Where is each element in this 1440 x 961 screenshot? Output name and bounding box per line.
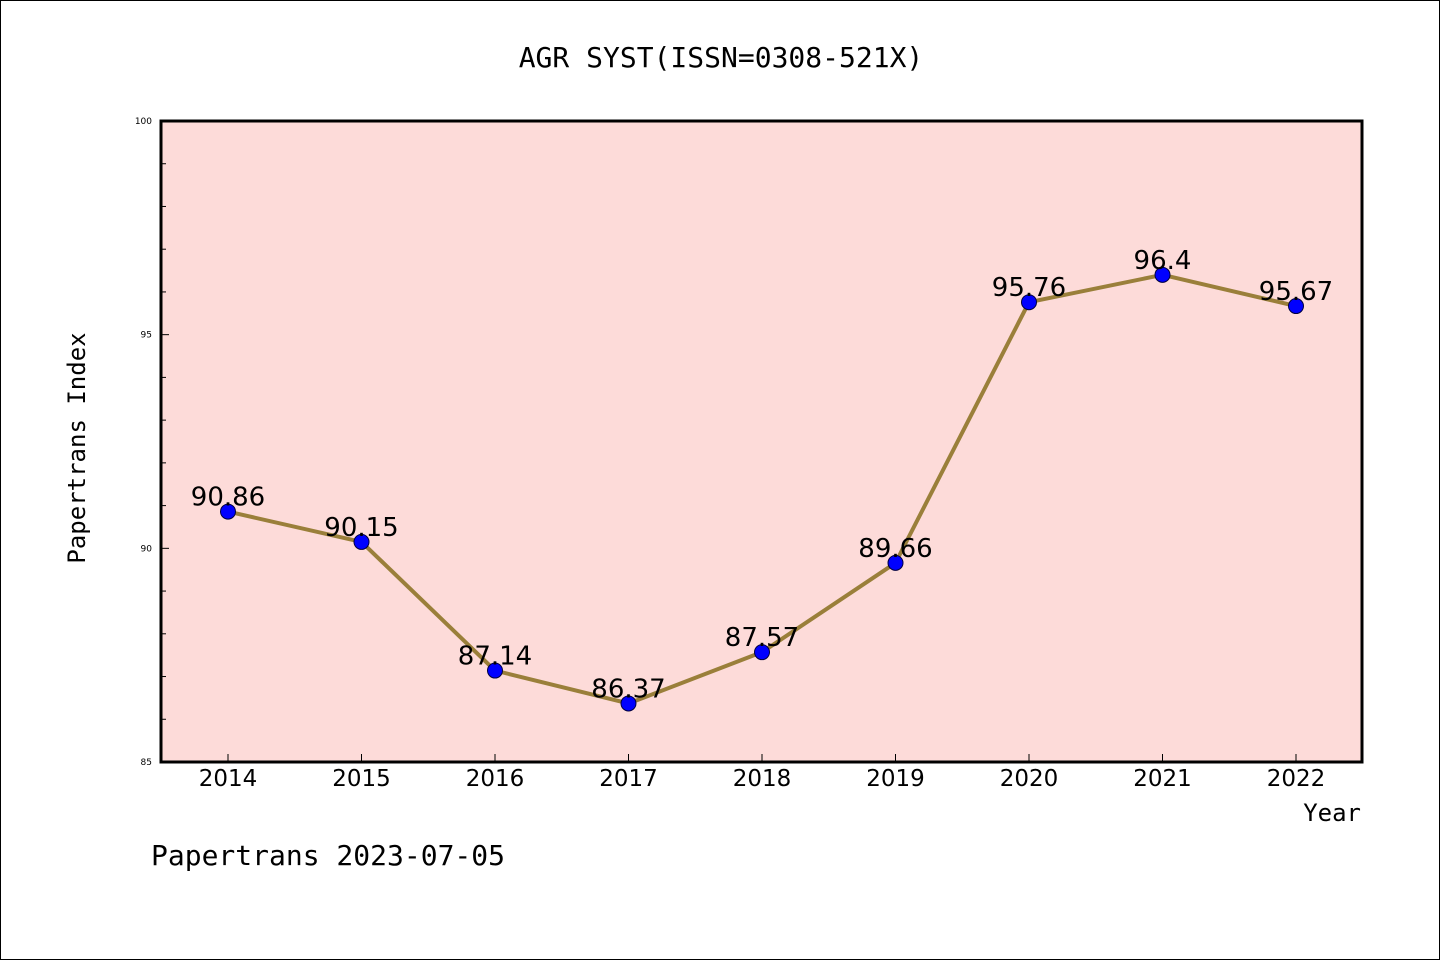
data-label: 87.14 [458,642,532,672]
data-point [1288,298,1304,315]
data-label: 86.37 [591,674,665,704]
data-label: 90.86 [191,483,265,513]
x-tick-label: 2022 [1267,766,1326,792]
y-tick-label: 90 [141,544,153,554]
x-tick-label: 2019 [866,766,925,792]
x-tick-label: 2020 [1000,766,1059,792]
data-point [620,695,637,712]
data-label: 87.57 [725,623,799,653]
y-axis-title: Papertrans Index [63,332,91,563]
data-point [1021,294,1037,311]
chart-title: AGR SYST(ISSN=0308-521X) [519,41,924,74]
data-point [220,503,236,520]
plot-border [159,119,1364,764]
data-label: 95.76 [992,273,1066,303]
data-label: 96.4 [1134,246,1192,276]
x-tick-label: 2021 [1133,766,1192,792]
data-point [754,644,770,661]
x-tick-label: 2015 [332,766,391,792]
y-tick-label: 85 [141,758,152,768]
data-label: 90.15 [324,513,398,543]
plot-area [161,121,1362,762]
x-tick-label: 2017 [599,766,658,792]
data-point [487,662,503,679]
data-label: 89.66 [858,534,932,564]
x-axis: 2014 2015 2016 2017 2018 2019 2020 2021 2022 [199,754,1326,792]
x-tick-label: 2016 [466,766,525,792]
y-tick-label: 100 [135,117,152,127]
x-tick-label: 2018 [733,766,792,792]
series: 90.86 90.15 87.14 86.37 87.57 89.66 95.76 96.4 9… [191,246,1333,712]
footer-date-label: Papertrans 2023-07-05 [151,839,505,872]
y-tick-label: 95 [141,331,152,341]
x-axis-title: Year [1303,799,1361,827]
data-label: 95.67 [1259,277,1333,307]
data-point [1154,266,1171,283]
data-point [353,533,370,550]
data-point [887,554,904,571]
x-tick-label: 2014 [199,766,258,792]
